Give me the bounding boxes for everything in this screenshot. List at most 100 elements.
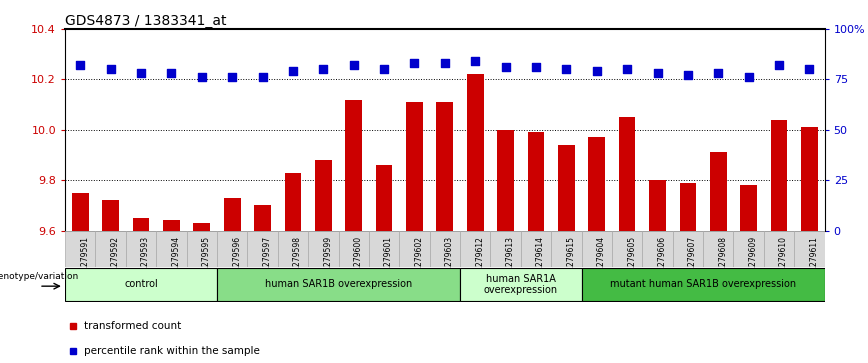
Bar [102, 200, 119, 231]
FancyBboxPatch shape [95, 231, 126, 267]
FancyBboxPatch shape [339, 231, 369, 267]
Text: GSM1279604: GSM1279604 [596, 236, 606, 287]
Bar [437, 102, 453, 231]
Text: GSM1279599: GSM1279599 [323, 236, 332, 287]
Text: GSM1279592: GSM1279592 [110, 236, 120, 287]
FancyBboxPatch shape [369, 231, 399, 267]
Text: GSM1279593: GSM1279593 [141, 236, 150, 287]
Text: control: control [124, 280, 158, 289]
Bar [224, 198, 240, 231]
Text: mutant human SAR1B overexpression: mutant human SAR1B overexpression [610, 280, 796, 289]
Text: human SAR1A
overexpression: human SAR1A overexpression [483, 274, 558, 295]
Text: GSM1279610: GSM1279610 [779, 236, 788, 287]
Bar [406, 102, 423, 231]
Point [346, 62, 360, 68]
Point [286, 69, 299, 74]
FancyBboxPatch shape [612, 231, 642, 267]
Point [650, 70, 664, 76]
Text: GSM1279594: GSM1279594 [171, 236, 181, 287]
Bar [315, 160, 332, 231]
Text: GDS4873 / 1383341_at: GDS4873 / 1383341_at [65, 14, 227, 28]
Bar [801, 127, 818, 231]
FancyBboxPatch shape [703, 231, 733, 267]
FancyBboxPatch shape [65, 231, 95, 267]
Point [407, 60, 421, 66]
Point [377, 66, 391, 72]
FancyBboxPatch shape [551, 231, 582, 267]
FancyBboxPatch shape [126, 231, 156, 267]
Point [103, 66, 117, 72]
Bar [558, 145, 575, 231]
Text: GSM1279600: GSM1279600 [353, 236, 363, 287]
Bar [72, 193, 89, 231]
FancyBboxPatch shape [399, 231, 430, 267]
FancyBboxPatch shape [460, 231, 490, 267]
FancyBboxPatch shape [582, 231, 612, 267]
Point [741, 74, 755, 80]
Point [498, 64, 512, 70]
Point [559, 66, 573, 72]
FancyBboxPatch shape [217, 231, 247, 267]
FancyBboxPatch shape [733, 231, 764, 267]
Text: GSM1279601: GSM1279601 [384, 236, 393, 287]
Bar [497, 130, 514, 231]
Bar [376, 165, 392, 231]
Point [529, 64, 542, 70]
Bar [740, 185, 757, 231]
Text: GSM1279609: GSM1279609 [748, 236, 758, 287]
Bar [345, 99, 362, 231]
Text: GSM1279608: GSM1279608 [718, 236, 727, 287]
Text: GSM1279611: GSM1279611 [809, 236, 819, 287]
Point [164, 70, 179, 76]
Point [134, 70, 148, 76]
Text: GSM1279606: GSM1279606 [657, 236, 667, 287]
Bar [194, 223, 210, 231]
FancyBboxPatch shape [430, 231, 460, 267]
Bar [133, 218, 149, 231]
Point [73, 62, 87, 68]
Point [589, 69, 603, 74]
Text: GSM1279598: GSM1279598 [293, 236, 302, 287]
Text: GSM1279607: GSM1279607 [687, 236, 697, 287]
Text: GSM1279613: GSM1279613 [505, 236, 515, 287]
FancyBboxPatch shape [642, 231, 673, 267]
FancyBboxPatch shape [156, 231, 187, 267]
Text: GSM1279605: GSM1279605 [627, 236, 636, 287]
FancyBboxPatch shape [187, 231, 217, 267]
Bar [710, 152, 727, 231]
FancyBboxPatch shape [217, 268, 460, 301]
FancyBboxPatch shape [278, 231, 308, 267]
Point [620, 66, 634, 72]
Point [194, 74, 208, 80]
FancyBboxPatch shape [521, 231, 551, 267]
Bar [285, 172, 301, 231]
Text: GSM1279602: GSM1279602 [414, 236, 424, 287]
Bar [649, 180, 666, 231]
Text: genotype/variation: genotype/variation [0, 272, 79, 281]
Bar [163, 220, 180, 231]
Point [772, 62, 786, 68]
Point [681, 73, 694, 78]
FancyBboxPatch shape [308, 231, 339, 267]
Text: GSM1279591: GSM1279591 [80, 236, 89, 287]
Bar [771, 120, 787, 231]
Bar [619, 117, 635, 231]
FancyBboxPatch shape [794, 231, 825, 267]
Point [316, 66, 330, 72]
Bar [467, 74, 483, 231]
Text: GSM1279603: GSM1279603 [444, 236, 454, 287]
FancyBboxPatch shape [490, 231, 521, 267]
Point [468, 58, 482, 64]
Text: GSM1279596: GSM1279596 [232, 236, 241, 287]
Bar [528, 132, 544, 231]
Point [802, 66, 816, 72]
Text: GSM1279612: GSM1279612 [475, 236, 484, 287]
Point [255, 74, 269, 80]
FancyBboxPatch shape [764, 231, 794, 267]
Text: GSM1279595: GSM1279595 [201, 236, 211, 287]
FancyBboxPatch shape [65, 268, 217, 301]
Bar [254, 205, 271, 231]
Point [437, 60, 451, 66]
Bar [589, 137, 605, 231]
FancyBboxPatch shape [582, 268, 825, 301]
